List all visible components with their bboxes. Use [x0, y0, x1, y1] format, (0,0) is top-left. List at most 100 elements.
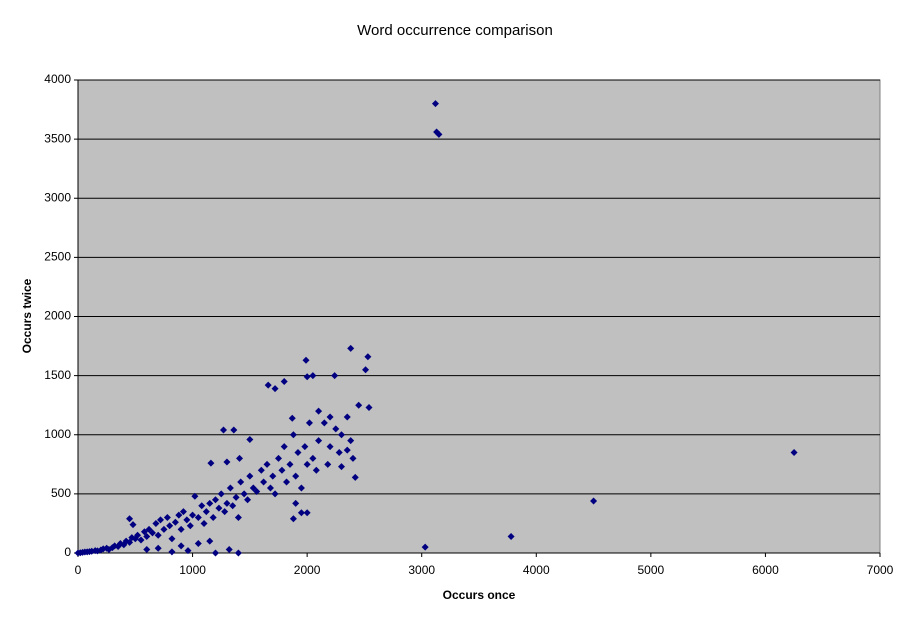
data-point: [171, 518, 179, 526]
data-point: [223, 458, 231, 466]
data-point: [309, 454, 317, 462]
data-point: [143, 532, 151, 540]
data-point: [297, 484, 305, 492]
data-point: [206, 499, 214, 507]
data-point: [148, 529, 156, 537]
data-point: [230, 426, 238, 434]
data-point: [278, 466, 286, 474]
data-point: [198, 502, 206, 510]
data-point: [126, 538, 134, 546]
data-point: [200, 519, 208, 527]
data-point: [297, 509, 305, 517]
y-tick-label: 500: [51, 486, 71, 500]
data-point: [177, 525, 185, 533]
data-point: [163, 514, 171, 522]
data-point: [152, 519, 160, 527]
data-point: [220, 426, 228, 434]
data-point: [160, 525, 168, 533]
data-point: [271, 490, 279, 498]
y-tick-label: 0: [64, 545, 71, 559]
data-point: [315, 437, 323, 445]
chart-title: Word occurrence comparison: [357, 22, 553, 39]
data-point: [263, 460, 271, 468]
data-point: [223, 499, 231, 507]
data-point: [183, 516, 191, 524]
data-point: [166, 522, 174, 530]
data-point: [134, 531, 142, 539]
y-tick-label: 4000: [44, 72, 71, 86]
x-tick-label: 5000: [638, 563, 665, 577]
data-point: [226, 484, 234, 492]
data-point: [355, 401, 363, 409]
data-point: [303, 460, 311, 468]
data-point: [343, 413, 351, 421]
data-point: [236, 454, 244, 462]
data-point: [351, 473, 359, 481]
data-point: [202, 508, 210, 516]
x-axis-title: Occurs once: [443, 588, 516, 602]
x-tick-label: 6000: [752, 563, 779, 577]
data-point: [206, 537, 214, 545]
data-point: [207, 459, 215, 467]
data-point: [179, 508, 187, 516]
x-tick-label: 1000: [179, 563, 206, 577]
data-point: [271, 385, 279, 393]
data-point: [143, 545, 151, 553]
data-point: [288, 414, 296, 422]
data-point: [362, 366, 370, 374]
data-point: [189, 511, 197, 519]
data-point: [154, 544, 162, 552]
x-tick-label: 0: [75, 563, 82, 577]
data-point: [240, 490, 248, 498]
data-point: [175, 511, 183, 519]
data-point: [338, 431, 346, 439]
data-point: [364, 353, 372, 361]
data-point: [191, 492, 199, 500]
data-point: [234, 549, 242, 557]
data-point: [343, 446, 351, 454]
data-point: [168, 548, 176, 556]
data-point: [253, 488, 261, 496]
data-point: [215, 504, 223, 512]
data-point: [237, 478, 245, 486]
y-tick-label: 3000: [44, 190, 71, 204]
data-point: [266, 484, 274, 492]
data-point: [129, 521, 137, 529]
y-tick-label: 1500: [44, 368, 71, 382]
data-point: [244, 496, 252, 504]
y-tick-label: 2500: [44, 250, 71, 264]
data-point: [280, 378, 288, 386]
data-point: [229, 502, 237, 510]
data-point: [184, 547, 192, 555]
data-point: [232, 493, 240, 501]
data-point: [365, 404, 373, 412]
data-point: [221, 508, 229, 516]
data-point: [246, 435, 254, 443]
data-point: [225, 545, 233, 553]
x-tick-label: 2000: [294, 563, 321, 577]
data-point: [194, 514, 202, 522]
data-point: [326, 413, 334, 421]
data-point: [269, 472, 277, 480]
data-point: [302, 356, 310, 364]
data-point: [211, 549, 219, 557]
data-point: [347, 344, 355, 352]
data-point: [275, 454, 282, 462]
data-point: [289, 515, 297, 523]
data-point: [590, 497, 598, 505]
data-point: [431, 100, 439, 108]
data-point: [347, 437, 355, 445]
data-point: [303, 373, 311, 381]
y-tick-label: 1000: [44, 427, 71, 441]
data-point: [326, 443, 334, 451]
data-point: [315, 407, 323, 415]
data-point: [294, 448, 302, 456]
data-point: [211, 496, 219, 504]
x-tick-label: 3000: [408, 563, 435, 577]
data-point: [331, 372, 339, 380]
data-point: [338, 463, 346, 471]
data-point: [168, 535, 176, 543]
data-point: [154, 531, 162, 539]
data-point: [264, 381, 272, 389]
